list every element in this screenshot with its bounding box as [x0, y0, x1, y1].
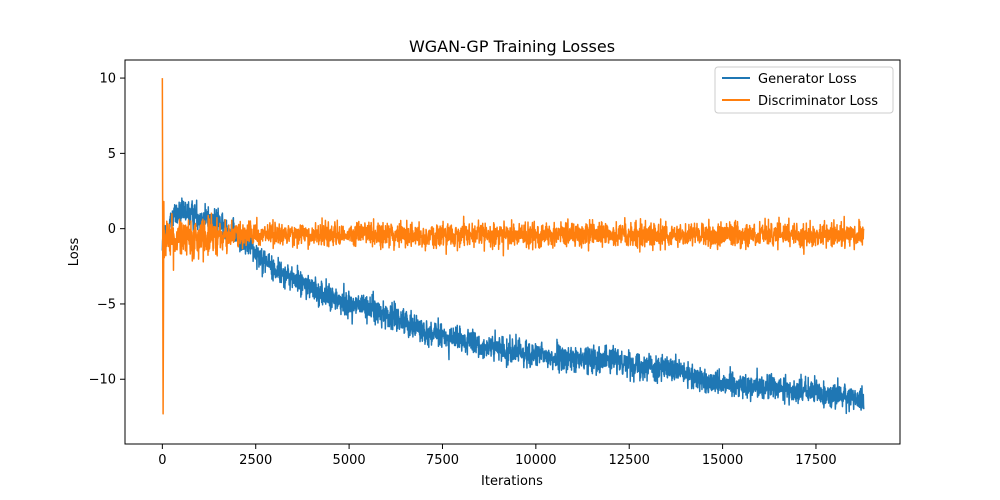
x-tick-label: 12500: [609, 453, 650, 468]
x-tick-label: 15000: [702, 453, 743, 468]
x-tick-label: 0: [158, 453, 166, 468]
x-tick-label: 7500: [426, 453, 459, 468]
legend: Generator Loss Discriminator Loss: [714, 66, 894, 114]
x-tick-label: 10000: [515, 453, 556, 468]
y-axis: 10 5 0 −5 −10: [89, 72, 125, 388]
series-layer: [161, 78, 865, 415]
chart-title: WGAN-GP Training Losses: [409, 37, 615, 56]
y-tick-label: 5: [108, 147, 116, 162]
y-tick-label: −5: [97, 297, 116, 312]
x-tick-label: 17500: [795, 453, 836, 468]
x-axis-label: Iterations: [481, 474, 543, 489]
x-tick-label: 5000: [333, 453, 366, 468]
x-axis: 0 2500 5000 7500 10000 12500 15000 17500: [158, 444, 837, 468]
series-line-discriminator-loss: [161, 78, 865, 415]
plot-area: [161, 78, 865, 415]
series-line-generator-loss: [161, 197, 865, 415]
legend-label-discriminator: Discriminator Loss: [758, 94, 878, 109]
x-tick-label: 2500: [239, 453, 272, 468]
y-axis-label: Loss: [67, 238, 82, 267]
y-tick-label: −10: [89, 373, 116, 388]
y-tick-label: 10: [99, 72, 116, 87]
legend-box: [714, 66, 894, 114]
plot-frame: [124, 59, 901, 445]
legend-label-generator: Generator Loss: [758, 72, 857, 87]
y-tick-label: 0: [108, 222, 116, 237]
